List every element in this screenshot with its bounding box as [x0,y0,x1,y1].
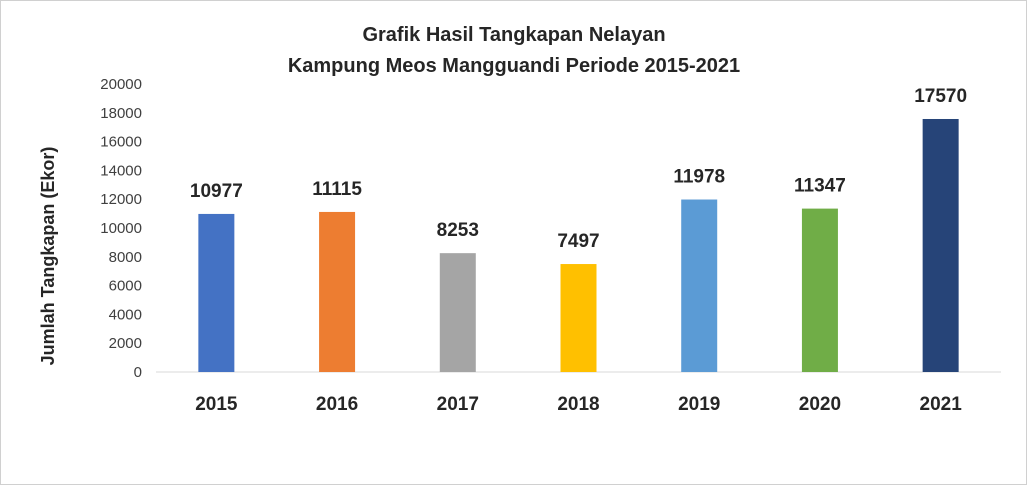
bar-2017 [439,253,476,372]
x-tick-label-2021: 2021 [920,394,963,415]
y-tick-label: 14000 [100,162,142,179]
x-tick-label-2016: 2016 [316,394,358,415]
x-tick-label-2018: 2018 [557,394,599,415]
y-tick-label: 16000 [100,134,142,151]
y-axis-ticks: 0 2000 4000 6000 8000 10000 12000 14000 16000 180… [100,76,142,381]
y-tick-label: 8000 [109,249,142,266]
bar-2016 [319,211,356,372]
x-tick-label-2017: 2017 [437,394,479,415]
y-axis-label: Jumlah Tangkapan (Ekor) [38,147,58,366]
y-tick-label: 18000 [100,105,142,122]
bar-2015 [198,213,235,372]
bar-2018 [560,264,597,372]
data-label-2018: 7497 [557,231,599,252]
data-label-2016: 11115 [312,179,362,200]
y-tick-label: 0 [134,364,142,381]
bar-2021 [922,118,959,372]
data-label-2021: 17570 [914,86,967,107]
y-tick-label: 4000 [109,306,142,323]
bar-series [198,118,959,372]
data-label-2020: 11347 [794,176,846,197]
y-tick-label: 10000 [100,220,142,237]
x-tick-label-2019: 2019 [678,394,720,415]
y-tick-label: 12000 [100,191,142,208]
data-labels: 10977 11115 8253 7497 11978 11347 17570 [190,86,967,252]
chart-title-line1: Grafik Hasil Tangkapan Nelayan [362,24,665,46]
x-axis-ticks: 2015 2016 2017 2018 2019 2020 2021 [195,394,962,415]
bar-2019 [681,199,718,372]
y-tick-label: 20000 [100,76,142,93]
y-tick-label: 2000 [109,335,142,352]
x-tick-label-2015: 2015 [195,394,238,415]
y-tick-label: 6000 [109,278,142,295]
data-label-2017: 8253 [437,220,479,241]
data-label-2019: 11978 [673,167,725,188]
chart-title-line2: Kampung Meos Mangguandi Periode 2015-202… [288,55,740,77]
bar-2020 [801,208,838,372]
x-tick-label-2020: 2020 [799,394,841,415]
data-label-2015: 10977 [190,181,243,202]
